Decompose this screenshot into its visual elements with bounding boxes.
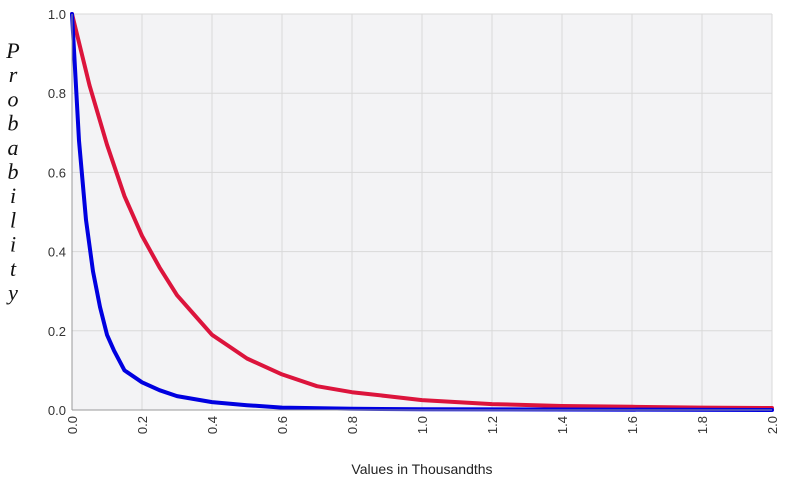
y-tick-label: 0.2 — [48, 324, 66, 339]
x-tick-label: 0.4 — [205, 416, 220, 434]
y-axis-label-letter: i — [10, 232, 16, 257]
y-axis-label-letter: o — [8, 86, 19, 111]
y-axis-label-letter: b — [8, 111, 19, 136]
y-axis-label-letter: t — [10, 256, 17, 281]
x-tick-label: 1.6 — [625, 416, 640, 434]
x-tick-label: 0.6 — [275, 416, 290, 434]
y-tick-label: 0.0 — [48, 403, 66, 418]
y-axis-label-letter: y — [6, 280, 18, 305]
x-tick-label: 0.0 — [65, 416, 80, 434]
y-tick-label: 0.4 — [48, 245, 66, 260]
y-axis-label-letter: a — [8, 135, 19, 160]
y-axis-label-letter: r — [9, 62, 18, 87]
x-tick-label: 1.0 — [415, 416, 430, 434]
y-axis-label-letter: P — [5, 38, 19, 63]
axes — [71, 14, 772, 411]
x-tick-label: 1.8 — [695, 416, 710, 434]
series-line-1 — [70, 12, 774, 410]
y-tick-label: 1.0 — [48, 7, 66, 22]
y-axis-label-letter: i — [10, 183, 16, 208]
x-tick-label: 0.2 — [135, 416, 150, 434]
x-tick-labels: 0.0 0.2 0.4 0.6 0.8 1.0 1.2 1.4 1.6 1.8 2.0 — [65, 416, 780, 434]
x-tick-label: 2.0 — [765, 416, 780, 434]
series-layer — [70, 12, 774, 412]
y-tick-labels: 0.0 0.2 0.4 0.6 0.8 1.0 — [48, 7, 66, 418]
y-tick-label: 0.8 — [48, 86, 66, 101]
x-tick-label: 1.2 — [485, 416, 500, 434]
y-tick-label: 0.6 — [48, 165, 66, 180]
x-tick-label: 1.4 — [555, 416, 570, 434]
grid — [71, 13, 773, 411]
y-axis-label-letter: b — [8, 159, 19, 184]
y-axis-label-letter: l — [10, 207, 16, 232]
x-tick-label: 0.8 — [345, 416, 360, 434]
series-line-2 — [70, 12, 774, 412]
x-axis-label: Values in Thousandths — [351, 461, 492, 477]
